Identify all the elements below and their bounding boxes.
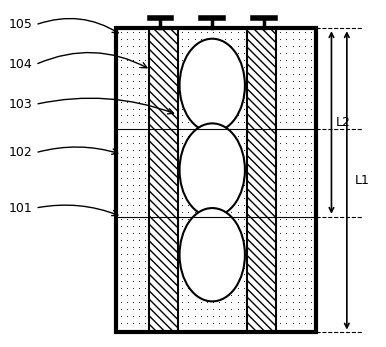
Ellipse shape: [179, 124, 245, 217]
Bar: [276, 28, 316, 332]
Text: L1: L1: [354, 174, 369, 187]
Bar: [116, 28, 316, 332]
Text: 103: 103: [8, 98, 32, 111]
Bar: [116, 28, 149, 332]
Text: L2: L2: [335, 116, 350, 129]
Bar: [178, 28, 247, 332]
Text: 102: 102: [8, 146, 32, 159]
Text: 105: 105: [8, 18, 32, 31]
Bar: [149, 28, 178, 332]
Ellipse shape: [179, 208, 245, 302]
Text: 101: 101: [8, 202, 32, 214]
Text: 104: 104: [8, 58, 32, 71]
Ellipse shape: [179, 39, 245, 132]
Bar: [247, 28, 276, 332]
